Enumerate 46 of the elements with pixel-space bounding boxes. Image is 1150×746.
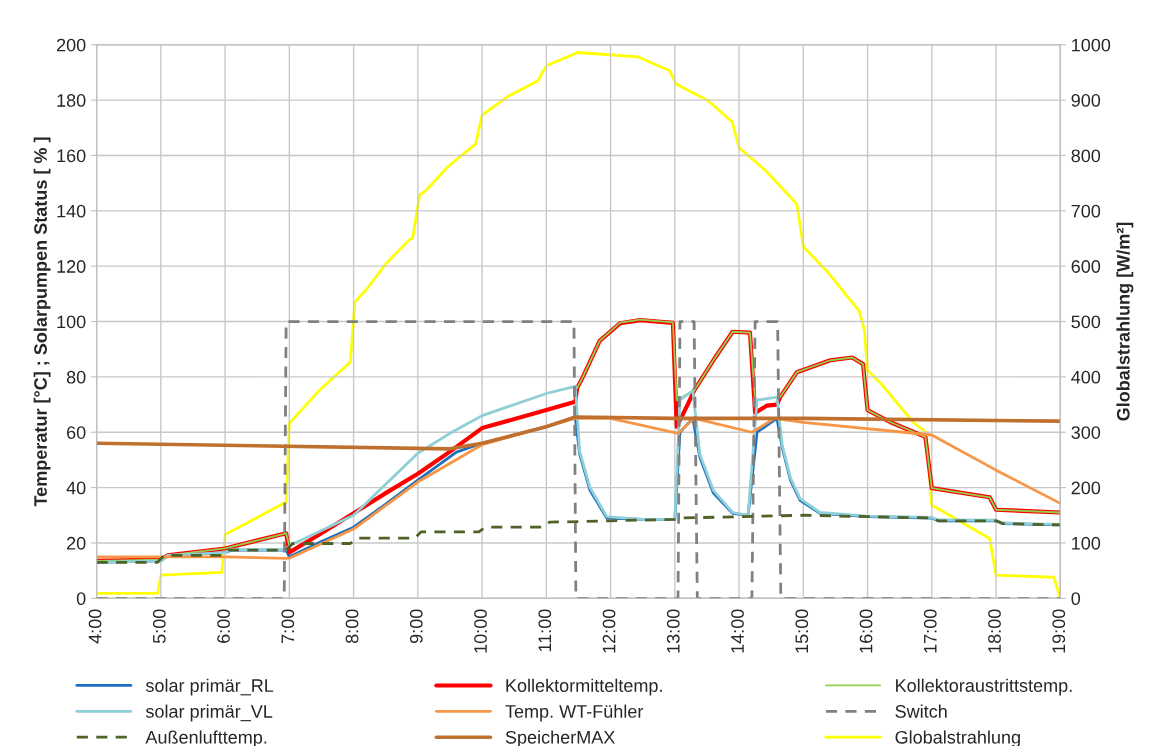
x-tick-label: 16:00: [859, 609, 873, 653]
y2-tick-label: 200: [1071, 481, 1101, 495]
y-tick-label: 160: [57, 149, 86, 163]
x-tick-label: 12:00: [602, 609, 616, 653]
y-tick-label: 80: [66, 370, 86, 384]
x-tick-label: 6:00: [217, 609, 230, 643]
y-tick-label: 0: [76, 592, 86, 606]
y-tick-label: 140: [57, 204, 86, 218]
y-tick-label: 20: [67, 536, 86, 550]
legend-label: Temp. WT-Fühler: [505, 704, 644, 722]
y2-tick-label: 1000: [1072, 38, 1111, 52]
y2-tick-label: 600: [1071, 260, 1101, 273]
legend-label: Switch: [895, 704, 947, 718]
y-tick-label: 180: [57, 94, 86, 107]
x-tick-label: 11:00: [538, 609, 552, 652]
y2-tick-label: 900: [1071, 94, 1101, 107]
x-tick-label: 14:00: [731, 609, 744, 653]
y2-tick-label: 0: [1071, 592, 1081, 606]
x-tick-label: 5:00: [152, 609, 166, 644]
x-tick-label: 13:00: [666, 609, 680, 653]
y2-tick-label: 400: [1071, 370, 1101, 384]
x-tick-label: 9:00: [409, 609, 423, 643]
y2-tick-label: 700: [1071, 204, 1101, 218]
x-tick-label: 18:00: [988, 609, 1001, 653]
y2-axis-title: Globalstrahlung [W/m²]: [1116, 222, 1134, 421]
y-tick-label: 40: [66, 481, 86, 495]
legend-label: Kollektoraustrittstemp.: [896, 678, 1072, 696]
x-tick-label: 7:00: [281, 609, 295, 643]
legend-label: Kollektormitteltemp.: [506, 678, 662, 696]
legend-label: solar primär_VL: [145, 704, 273, 722]
y2-tick-label: 800: [1071, 149, 1101, 163]
y-tick-label: 200: [56, 38, 86, 52]
y-tick-label: 120: [57, 260, 86, 273]
x-tick-label: 15:00: [795, 609, 809, 653]
x-tick-label: 10:00: [474, 609, 487, 653]
x-tick-label: 19:00: [1052, 609, 1066, 653]
y-tick-label: 100: [57, 315, 86, 329]
y2-tick-label: 100: [1072, 536, 1101, 550]
y2-tick-label: 300: [1071, 426, 1101, 439]
x-tick-label: 8:00: [345, 609, 359, 644]
y-axis-title: Temperatur [°C] ; Solarpumpen Status [ % ]: [33, 137, 51, 507]
x-tick-label: 17:00: [923, 609, 937, 653]
y2-tick-label: 500: [1071, 315, 1101, 329]
y-tick-label: 60: [67, 426, 86, 439]
legend-label: solar primär_RL: [145, 678, 274, 696]
x-tick-label: 4:00: [88, 609, 102, 644]
